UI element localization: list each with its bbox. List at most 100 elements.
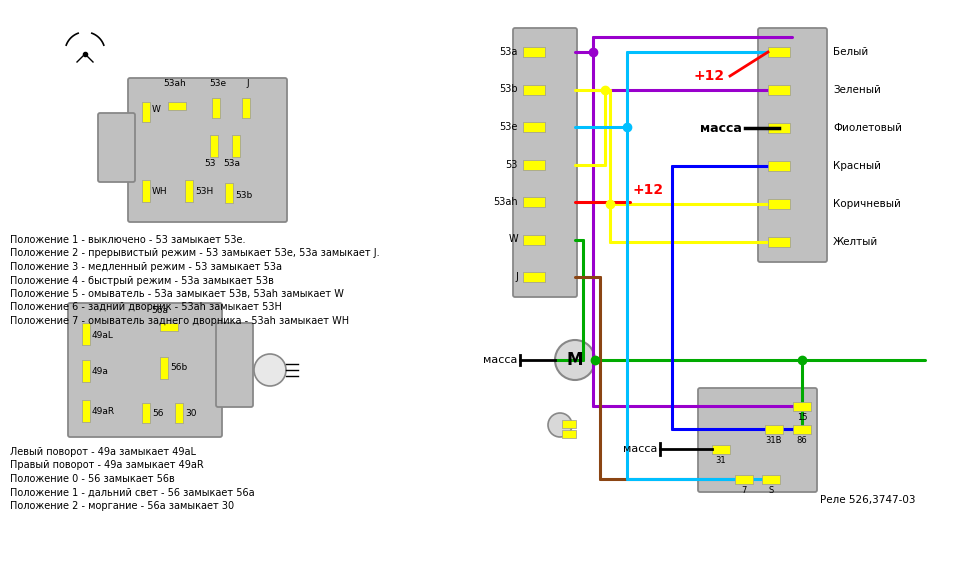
Text: W: W bbox=[152, 106, 161, 114]
Text: Положение 0 - 56 замыкает 56в: Положение 0 - 56 замыкает 56в bbox=[10, 474, 175, 484]
Text: Зеленый: Зеленый bbox=[833, 85, 881, 95]
FancyBboxPatch shape bbox=[698, 388, 817, 492]
Text: 30: 30 bbox=[185, 409, 197, 418]
Bar bbox=[175, 403, 183, 423]
Text: Правый поворот - 49a замыкает 49aR: Правый поворот - 49a замыкает 49aR bbox=[10, 461, 204, 470]
Text: Коричневый: Коричневый bbox=[833, 199, 900, 209]
Text: 15: 15 bbox=[797, 413, 807, 422]
Bar bbox=[768, 161, 790, 171]
Text: 86: 86 bbox=[797, 436, 807, 445]
Text: 53a: 53a bbox=[499, 47, 518, 57]
Text: 53ah: 53ah bbox=[493, 197, 518, 207]
Bar bbox=[523, 122, 545, 132]
Text: Белый: Белый bbox=[833, 47, 868, 57]
Text: Фиолетовый: Фиолетовый bbox=[833, 123, 902, 133]
Bar bbox=[212, 98, 220, 118]
FancyBboxPatch shape bbox=[216, 323, 253, 407]
Bar bbox=[562, 420, 576, 428]
Text: Положение 1 - выключено - 53 замыкает 53е.: Положение 1 - выключено - 53 замыкает 53… bbox=[10, 235, 246, 245]
Text: WH: WH bbox=[152, 187, 168, 197]
Text: Желтый: Желтый bbox=[833, 237, 878, 247]
Circle shape bbox=[555, 340, 595, 380]
Text: 53: 53 bbox=[506, 160, 518, 169]
Text: Положение 3 - медленный режим - 53 замыкает 53a: Положение 3 - медленный режим - 53 замык… bbox=[10, 262, 282, 272]
Text: +12: +12 bbox=[633, 183, 664, 197]
Text: Реле 526,3747-03: Реле 526,3747-03 bbox=[820, 495, 916, 505]
Circle shape bbox=[254, 354, 286, 386]
Text: 56b: 56b bbox=[170, 364, 187, 372]
Bar bbox=[142, 403, 150, 423]
Text: 31: 31 bbox=[716, 456, 727, 465]
Text: J: J bbox=[516, 272, 518, 282]
Text: 31B: 31B bbox=[766, 436, 782, 445]
Text: 53e: 53e bbox=[209, 79, 227, 88]
Text: 49aL: 49aL bbox=[92, 331, 114, 339]
Bar bbox=[768, 123, 790, 133]
Text: 53H: 53H bbox=[195, 187, 213, 197]
Bar bbox=[242, 98, 250, 118]
Bar bbox=[225, 183, 233, 203]
Text: 53b: 53b bbox=[499, 84, 518, 94]
Bar bbox=[523, 160, 545, 169]
Text: +12: +12 bbox=[694, 69, 725, 83]
Text: масса: масса bbox=[483, 355, 517, 365]
Bar bbox=[768, 199, 790, 209]
Bar bbox=[523, 235, 545, 244]
Bar bbox=[765, 425, 783, 434]
Bar bbox=[185, 180, 193, 202]
Text: 56: 56 bbox=[152, 409, 163, 418]
Bar bbox=[142, 102, 150, 122]
Text: Положение 6 - задний дворник - 53ah замыкает 53H: Положение 6 - задний дворник - 53ah замы… bbox=[10, 302, 282, 313]
Text: 7: 7 bbox=[741, 486, 747, 495]
Bar bbox=[523, 84, 545, 94]
Text: J: J bbox=[247, 79, 250, 88]
Text: Положение 1 - дальний свет - 56 замыкает 56a: Положение 1 - дальний свет - 56 замыкает… bbox=[10, 487, 254, 498]
Text: Положение 2 - прерывистый режим - 53 замыкает 53е, 53a замыкает J.: Положение 2 - прерывистый режим - 53 зам… bbox=[10, 249, 379, 258]
Bar bbox=[712, 445, 730, 454]
Bar bbox=[562, 430, 576, 438]
Text: 53: 53 bbox=[204, 159, 216, 168]
Bar bbox=[82, 360, 90, 382]
Text: 49a: 49a bbox=[92, 366, 108, 376]
Text: 53b: 53b bbox=[235, 191, 252, 199]
Bar bbox=[762, 475, 780, 484]
Bar bbox=[232, 135, 240, 157]
Circle shape bbox=[548, 413, 572, 437]
FancyBboxPatch shape bbox=[513, 28, 577, 297]
Text: W: W bbox=[509, 235, 518, 244]
Text: Левый поворот - 49a замыкает 49aL: Левый поворот - 49a замыкает 49aL bbox=[10, 447, 196, 457]
Bar bbox=[523, 272, 545, 282]
Bar bbox=[735, 475, 753, 484]
FancyBboxPatch shape bbox=[758, 28, 827, 262]
Text: 56a: 56a bbox=[152, 306, 169, 315]
Bar bbox=[210, 135, 218, 157]
Bar bbox=[82, 323, 90, 345]
FancyBboxPatch shape bbox=[98, 113, 135, 182]
Bar bbox=[160, 357, 168, 379]
Text: 53a: 53a bbox=[224, 159, 241, 168]
FancyBboxPatch shape bbox=[128, 78, 287, 222]
FancyBboxPatch shape bbox=[68, 303, 222, 437]
Bar bbox=[82, 400, 90, 422]
Text: 49aR: 49aR bbox=[92, 406, 115, 416]
Text: Положение 4 - быстрый режим - 53a замыкает 53в: Положение 4 - быстрый режим - 53a замыка… bbox=[10, 276, 274, 286]
Text: масса: масса bbox=[700, 121, 742, 135]
Bar bbox=[168, 102, 186, 110]
Text: Красный: Красный bbox=[833, 161, 881, 171]
Bar bbox=[523, 197, 545, 207]
Text: S: S bbox=[768, 486, 774, 495]
Text: Положение 7 - омыватель заднего дворника - 53ah замыкает WH: Положение 7 - омыватель заднего дворника… bbox=[10, 316, 349, 326]
Bar bbox=[768, 85, 790, 95]
Bar bbox=[142, 180, 150, 202]
Text: 53e: 53e bbox=[499, 122, 518, 132]
Text: 53ah: 53ah bbox=[163, 79, 186, 88]
Text: Положение 5 - омыватель - 53a замыкает 53в, 53ah замыкает W: Положение 5 - омыватель - 53a замыкает 5… bbox=[10, 289, 344, 299]
Bar bbox=[768, 237, 790, 247]
Text: M: M bbox=[566, 351, 584, 369]
Bar bbox=[160, 323, 178, 331]
Bar bbox=[793, 402, 811, 411]
Text: масса: масса bbox=[623, 444, 657, 454]
Bar bbox=[793, 425, 811, 434]
Text: Положение 2 - моргание - 56a замыкает 30: Положение 2 - моргание - 56a замыкает 30 bbox=[10, 501, 234, 511]
Bar bbox=[523, 47, 545, 57]
